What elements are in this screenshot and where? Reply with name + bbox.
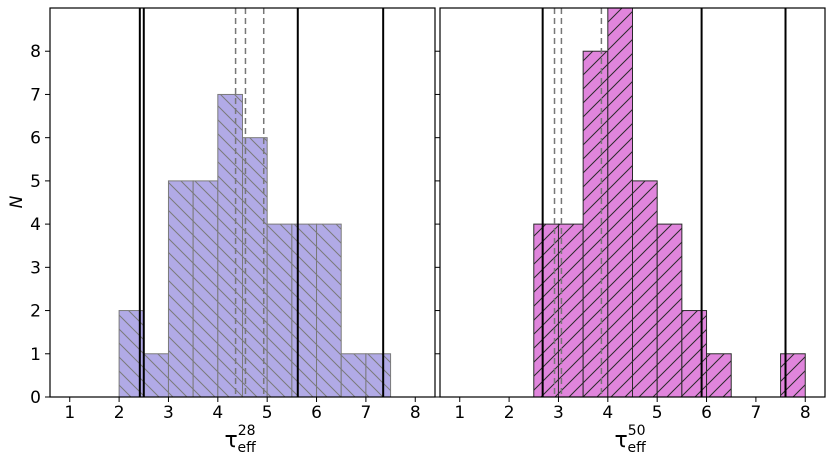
x-label-sup: 28 [238, 423, 256, 439]
x-tick-label: 7 [750, 403, 761, 423]
x-axis-label: τ50 eff [615, 423, 647, 456]
bar-hatch [217, 93, 243, 398]
y-axis-label: N [7, 195, 27, 208]
bar-hatch [143, 353, 169, 398]
x-tick-label: 4 [212, 403, 223, 423]
bar-hatch [681, 310, 708, 398]
x-label-sub: eff [628, 440, 647, 456]
bar-hatch [607, 7, 633, 398]
x-label-sup: 50 [628, 423, 646, 439]
x-tick-label: 8 [410, 403, 421, 423]
bar-hatch [582, 50, 609, 398]
bar-hatch [192, 180, 219, 398]
x-tick-label: 1 [64, 403, 75, 423]
y-tick-label: 3 [30, 258, 41, 278]
y-tick-label: 0 [30, 388, 41, 408]
y-tick-label: 7 [30, 85, 41, 105]
bar-hatch [167, 180, 194, 398]
bar-hatch [780, 353, 806, 398]
x-tick-label: 3 [163, 403, 174, 423]
bar-hatch [340, 353, 367, 398]
bar-hatch [365, 353, 392, 398]
x-tick-label: 6 [311, 403, 322, 423]
bar-hatch [557, 223, 584, 398]
y-tick-label: 8 [30, 42, 41, 62]
bar-hatch [316, 223, 342, 398]
bar-hatch [291, 223, 318, 398]
x-tick-label: 8 [800, 403, 811, 423]
y-tick-label: 5 [30, 172, 41, 192]
x-axis-label: τ28 eff [225, 423, 257, 456]
x-tick-label: 7 [360, 403, 371, 423]
x-tick-label: 3 [553, 403, 564, 423]
y-tick-label: 6 [30, 129, 41, 149]
bar-hatch [632, 180, 658, 398]
x-tick-label: 5 [262, 403, 273, 423]
bar-hatch [266, 223, 293, 398]
plot-frame [439, 7, 826, 398]
bar-hatch [706, 353, 732, 398]
y-tick-label: 4 [30, 215, 41, 235]
bar-hatch [656, 223, 683, 398]
x-tick-label: 2 [504, 403, 515, 423]
x-label-base: τ [225, 428, 238, 453]
x-tick-label: 6 [701, 403, 712, 423]
x-label-base: τ [615, 428, 628, 453]
y-tick-label: 2 [30, 302, 41, 322]
y-tick-label: 1 [30, 345, 41, 365]
x-tick-label: 2 [114, 403, 125, 423]
x-tick-label: 4 [602, 403, 613, 423]
x-tick-label: 1 [454, 403, 465, 423]
x-label-sub: eff [238, 440, 257, 456]
plot-frame [49, 7, 436, 398]
x-tick-label: 5 [652, 403, 663, 423]
